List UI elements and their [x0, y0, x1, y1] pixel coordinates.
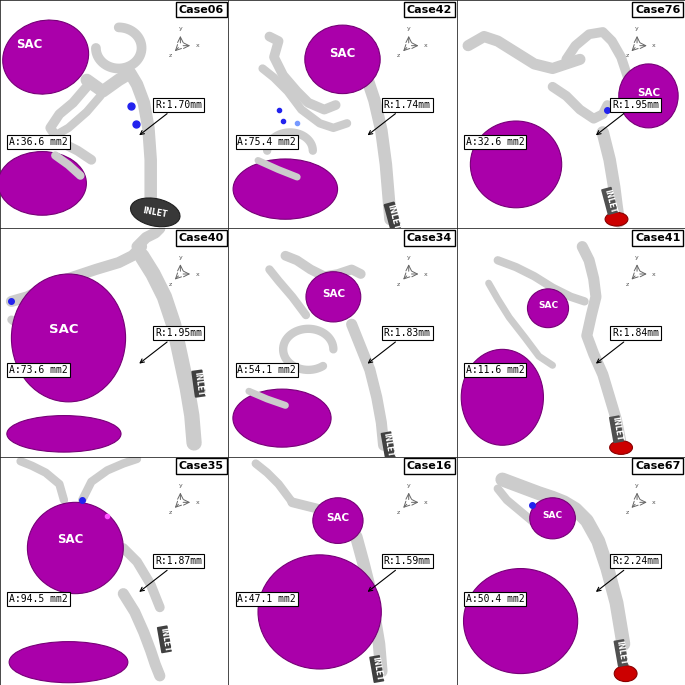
Text: R:1.84mm: R:1.84mm	[597, 328, 659, 363]
Text: R:1.95mm: R:1.95mm	[597, 99, 659, 134]
Text: R:2.24mm: R:2.24mm	[597, 556, 659, 591]
Text: R:1.59mm: R:1.59mm	[369, 556, 431, 591]
Text: Case42: Case42	[407, 5, 452, 14]
Text: SAC: SAC	[16, 38, 43, 51]
Text: A:54.1 mm2: A:54.1 mm2	[238, 365, 296, 375]
Ellipse shape	[131, 198, 180, 227]
Text: z: z	[169, 282, 172, 286]
Text: SAC: SAC	[326, 512, 349, 523]
Text: A:47.1 mm2: A:47.1 mm2	[238, 594, 296, 603]
Text: A:11.6 mm2: A:11.6 mm2	[466, 365, 525, 375]
Text: y: y	[407, 255, 410, 260]
Text: INLET: INLET	[142, 206, 169, 219]
Text: y: y	[635, 483, 639, 488]
Text: x: x	[424, 500, 427, 505]
Ellipse shape	[3, 20, 88, 94]
Text: SAC: SAC	[543, 511, 562, 521]
Text: x: x	[652, 271, 656, 277]
Text: INLET: INLET	[370, 656, 384, 682]
Text: INLET: INLET	[385, 203, 401, 231]
Text: z: z	[625, 282, 629, 286]
Text: z: z	[625, 53, 629, 58]
Text: R:1.70mm: R:1.70mm	[140, 99, 202, 134]
Text: SAC: SAC	[322, 289, 345, 299]
Text: Case16: Case16	[407, 461, 452, 471]
Ellipse shape	[471, 121, 562, 208]
Text: SAC: SAC	[58, 534, 84, 547]
Text: SAC: SAC	[329, 47, 356, 60]
Text: A:75.4 mm2: A:75.4 mm2	[238, 137, 296, 147]
Ellipse shape	[313, 498, 363, 543]
Text: z: z	[397, 510, 400, 515]
Ellipse shape	[605, 212, 628, 226]
Text: R:1.74mm: R:1.74mm	[369, 99, 431, 134]
Text: INLET: INLET	[610, 416, 623, 443]
Text: Case34: Case34	[407, 233, 452, 243]
Ellipse shape	[619, 64, 678, 128]
Text: x: x	[652, 43, 656, 48]
Text: x: x	[424, 271, 427, 277]
Text: A:32.6 mm2: A:32.6 mm2	[466, 137, 525, 147]
Ellipse shape	[9, 642, 128, 683]
Text: Case41: Case41	[635, 233, 680, 243]
Text: A:73.6 mm2: A:73.6 mm2	[9, 365, 68, 375]
Text: x: x	[195, 500, 199, 505]
Text: Case76: Case76	[635, 5, 680, 14]
Ellipse shape	[614, 666, 637, 682]
Ellipse shape	[12, 274, 125, 402]
Text: z: z	[169, 510, 172, 515]
Text: INLET: INLET	[158, 626, 171, 652]
Text: SAC: SAC	[49, 323, 79, 336]
Text: R:1.87mm: R:1.87mm	[140, 556, 202, 591]
Ellipse shape	[527, 289, 569, 327]
Text: z: z	[397, 53, 400, 58]
Text: y: y	[179, 26, 182, 32]
Text: SAC: SAC	[538, 301, 558, 310]
Text: Case06: Case06	[179, 5, 224, 14]
Text: Case35: Case35	[179, 461, 224, 471]
Text: z: z	[169, 53, 172, 58]
Text: x: x	[424, 43, 427, 48]
Ellipse shape	[461, 349, 543, 445]
Ellipse shape	[258, 555, 382, 669]
Text: SAC: SAC	[637, 88, 660, 98]
Ellipse shape	[27, 502, 123, 594]
Ellipse shape	[306, 272, 361, 322]
Text: A:36.6 mm2: A:36.6 mm2	[9, 137, 68, 147]
Text: x: x	[195, 271, 199, 277]
Text: y: y	[635, 26, 639, 32]
Text: y: y	[407, 26, 410, 32]
Text: y: y	[179, 483, 182, 488]
Text: Case40: Case40	[179, 233, 224, 243]
Text: INLET: INLET	[614, 640, 627, 666]
Text: z: z	[625, 510, 629, 515]
Text: y: y	[635, 255, 639, 260]
Text: x: x	[195, 43, 199, 48]
Text: R:1.83mm: R:1.83mm	[369, 328, 431, 363]
Text: R:1.95mm: R:1.95mm	[140, 328, 202, 363]
Ellipse shape	[610, 440, 632, 454]
Text: x: x	[652, 500, 656, 505]
Text: INLET: INLET	[192, 371, 205, 397]
Ellipse shape	[530, 498, 575, 539]
Text: y: y	[407, 483, 410, 488]
Text: A:50.4 mm2: A:50.4 mm2	[466, 594, 525, 603]
Text: INLET: INLET	[602, 188, 617, 214]
Text: INLET: INLET	[382, 432, 395, 458]
Text: A:94.5 mm2: A:94.5 mm2	[9, 594, 68, 603]
Ellipse shape	[464, 569, 577, 673]
Text: y: y	[179, 255, 182, 260]
Text: z: z	[397, 282, 400, 286]
Ellipse shape	[7, 416, 121, 452]
Ellipse shape	[305, 25, 380, 94]
Text: Case67: Case67	[635, 461, 680, 471]
